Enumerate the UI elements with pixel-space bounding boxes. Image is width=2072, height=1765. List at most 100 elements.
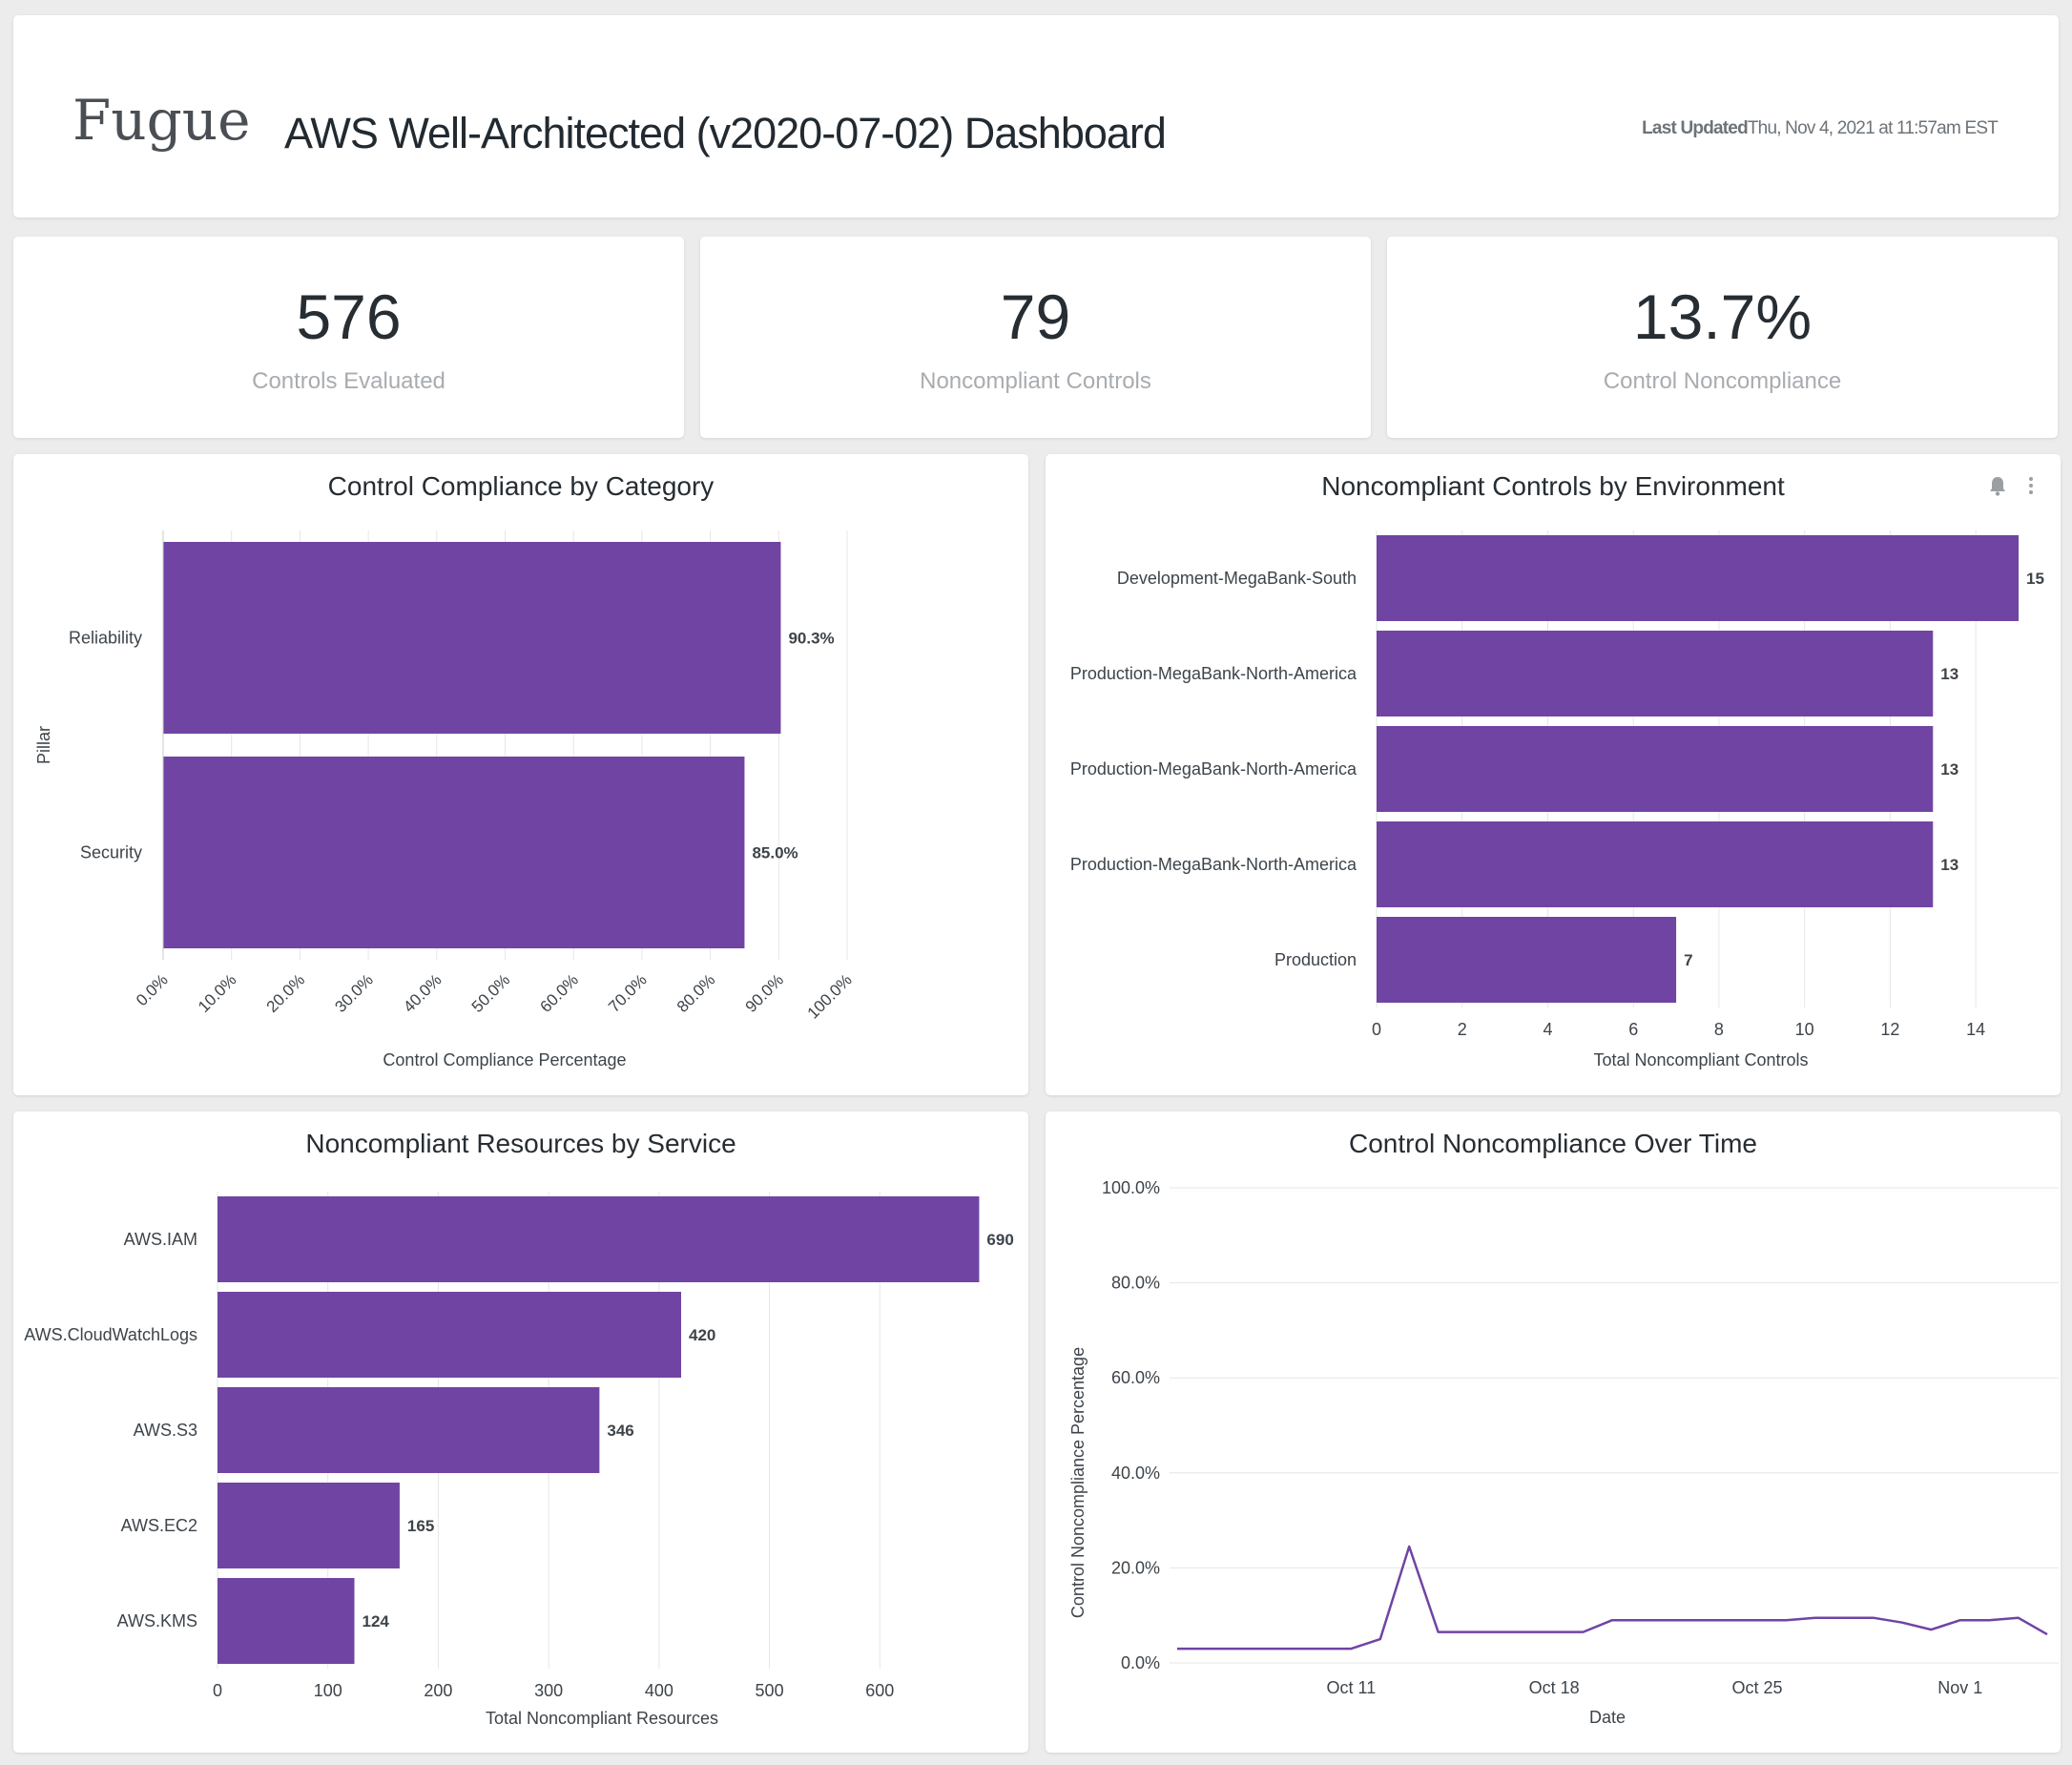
x-tick-label: Oct 18 (1529, 1678, 1580, 1697)
chart-card-noncompliance-over-time[interactable]: Control Noncompliance Over Time 0.0% 20.0… (1046, 1111, 2061, 1753)
bar (1377, 917, 1677, 1003)
bar (1377, 726, 1934, 812)
chart-title: Noncompliant Controls by Environment (1321, 471, 1785, 501)
kpi-card-controls-evaluated[interactable]: 576 Controls Evaluated (13, 237, 684, 438)
bar-value-label: 13 (1940, 665, 1958, 683)
x-tick-label: 300 (534, 1681, 563, 1700)
chart-card-compliance-by-category[interactable]: Control Compliance by Category 0.0% 10.0%… (13, 454, 1028, 1095)
x-axis-label: Total Noncompliant Controls (1593, 1050, 1808, 1069)
y-tick-label: 100.0% (1102, 1178, 1160, 1197)
x-tick-label: Nov 1 (1937, 1678, 1982, 1697)
x-tick-label: 0 (1372, 1020, 1381, 1039)
category-label: AWS.S3 (134, 1421, 197, 1440)
chart-card-resources-by-service[interactable]: Noncompliant Resources by Service 0 100 20… (13, 1111, 1028, 1753)
noncompliance-over-time-chart: 0.0% 20.0% 40.0% 60.0% 80.0% 100.0% Oct 11 Oct … (1068, 1178, 2059, 1727)
category-label: Production-MegaBank-North-America (1070, 664, 1357, 683)
x-tick-label: 10.0% (195, 970, 240, 1016)
x-axis-label: Control Compliance Percentage (383, 1050, 626, 1069)
category-label: Production (1274, 950, 1357, 969)
kpi-value: 576 (296, 281, 402, 352)
y-tick-label: 0.0% (1121, 1653, 1160, 1672)
last-updated-label: Last Updated (1642, 118, 1749, 138)
category-label: AWS.CloudWatchLogs (24, 1325, 197, 1344)
kebab-menu-icon[interactable] (2028, 475, 2034, 500)
kpi-value: 79 (1000, 281, 1071, 352)
chart-title: Control Compliance by Category (327, 471, 715, 501)
bar (163, 757, 745, 948)
x-tick-label: 100.0% (804, 970, 856, 1022)
x-tick-label: 4 (1543, 1020, 1552, 1039)
x-tick-label: 20.0% (263, 970, 309, 1016)
x-tick-label: 0 (213, 1681, 222, 1700)
bar (218, 1483, 400, 1568)
kpi-card-noncompliant-controls[interactable]: 79 Noncompliant Controls (700, 237, 1371, 438)
x-tick-label: 14 (1966, 1020, 1985, 1039)
category-label: Production-MegaBank-North-America (1070, 855, 1357, 874)
bar (1377, 631, 1934, 716)
last-updated: Last UpdatedThu, Nov 4, 2021 at 11:57am … (1642, 118, 1999, 139)
kpi-value: 13.7% (1632, 281, 1813, 352)
x-tick-label: 80.0% (673, 970, 719, 1016)
x-tick-label: 70.0% (605, 970, 651, 1016)
bar-value-label: 85.0% (752, 844, 798, 862)
x-tick-label: 200 (424, 1681, 452, 1700)
bar-value-label: 15 (2026, 570, 2044, 588)
fugue-logo[interactable]: Fugue (73, 88, 251, 153)
x-tick-label: 50.0% (468, 970, 514, 1016)
y-tick-label: 80.0% (1111, 1274, 1160, 1293)
chart-card-noncompliant-by-environment[interactable]: Noncompliant Controls by Environment 0 2 4… (1046, 454, 2061, 1095)
x-axis-label: Date (1589, 1708, 1626, 1727)
x-tick-label: 0.0% (133, 970, 172, 1009)
x-tick-label: 12 (1880, 1020, 1899, 1039)
x-tick-label: 30.0% (331, 970, 377, 1016)
kpi-label: Controls Evaluated (252, 368, 445, 394)
category-label: Development-MegaBank-South (1117, 569, 1357, 588)
y-tick-label: 20.0% (1111, 1558, 1160, 1577)
y-tick-label: 40.0% (1111, 1464, 1160, 1483)
bar-value-label: 420 (689, 1326, 715, 1344)
category-label: AWS.EC2 (121, 1516, 197, 1535)
bar (218, 1578, 355, 1664)
bar (218, 1387, 600, 1473)
last-updated-value: Thu, Nov 4, 2021 at 11:57am EST (1747, 118, 1999, 138)
bar-value-label: 90.3% (788, 630, 834, 648)
x-tick-label: 100 (314, 1681, 342, 1700)
y-axis-label: Control Noncompliance Percentage (1068, 1347, 1088, 1618)
y-tick-label: 60.0% (1111, 1368, 1160, 1387)
x-tick-label: 400 (645, 1681, 673, 1700)
x-tick-label: 600 (865, 1681, 894, 1700)
dashboard-header: Fugue AWS Well-Architected (v2020-07-02)… (13, 15, 2059, 218)
bar (163, 542, 781, 734)
x-axis-label: Total Noncompliant Resources (486, 1709, 718, 1728)
bar-value-label: 124 (362, 1612, 389, 1630)
x-tick-label: 500 (756, 1681, 784, 1700)
bar-value-label: 7 (1684, 951, 1692, 969)
kpi-card-control-noncompliance[interactable]: 13.7% Control Noncompliance (1387, 237, 2058, 438)
compliance-by-category-chart: 0.0% 10.0% 20.0% 30.0% 40.0% 50.0% 60.0% 70.0% 8… (34, 530, 856, 1069)
bar-value-label: 690 (986, 1231, 1013, 1249)
x-tick-label: 40.0% (400, 970, 445, 1016)
noncompliant-by-environment-chart: 0 2 4 6 8 10 12 14 15 Development-MegaBank-South 1… (1070, 530, 2044, 1069)
y-axis-label: Pillar (34, 726, 53, 764)
x-tick-label: Oct 25 (1731, 1678, 1782, 1697)
kpi-label: Control Noncompliance (1603, 368, 1842, 394)
chart-title: Noncompliant Resources by Service (305, 1129, 736, 1158)
x-tick-label: 8 (1714, 1020, 1724, 1039)
category-label: Production-MegaBank-North-America (1070, 759, 1357, 779)
x-tick-label: 6 (1628, 1020, 1638, 1039)
bar (218, 1196, 980, 1282)
bar-value-label: 13 (1940, 760, 1958, 779)
bar (1377, 535, 2019, 621)
category-label: Security (80, 843, 142, 862)
bar (218, 1292, 681, 1378)
bar-value-label: 13 (1940, 856, 1958, 874)
resources-by-service-chart: 0 100 200 300 400 500 600 690 AWS.IAM 420 AWS.Clou… (24, 1192, 1014, 1728)
page-title: AWS Well-Architected (v2020-07-02) Dashb… (284, 109, 1167, 157)
category-label: AWS.KMS (117, 1611, 197, 1630)
bell-icon[interactable] (1988, 475, 2007, 500)
bar-value-label: 346 (607, 1422, 633, 1440)
x-tick-label: Oct 11 (1327, 1678, 1377, 1697)
category-label: Reliability (69, 629, 142, 648)
series-line (1177, 1545, 2048, 1651)
kpi-label: Noncompliant Controls (920, 368, 1151, 394)
